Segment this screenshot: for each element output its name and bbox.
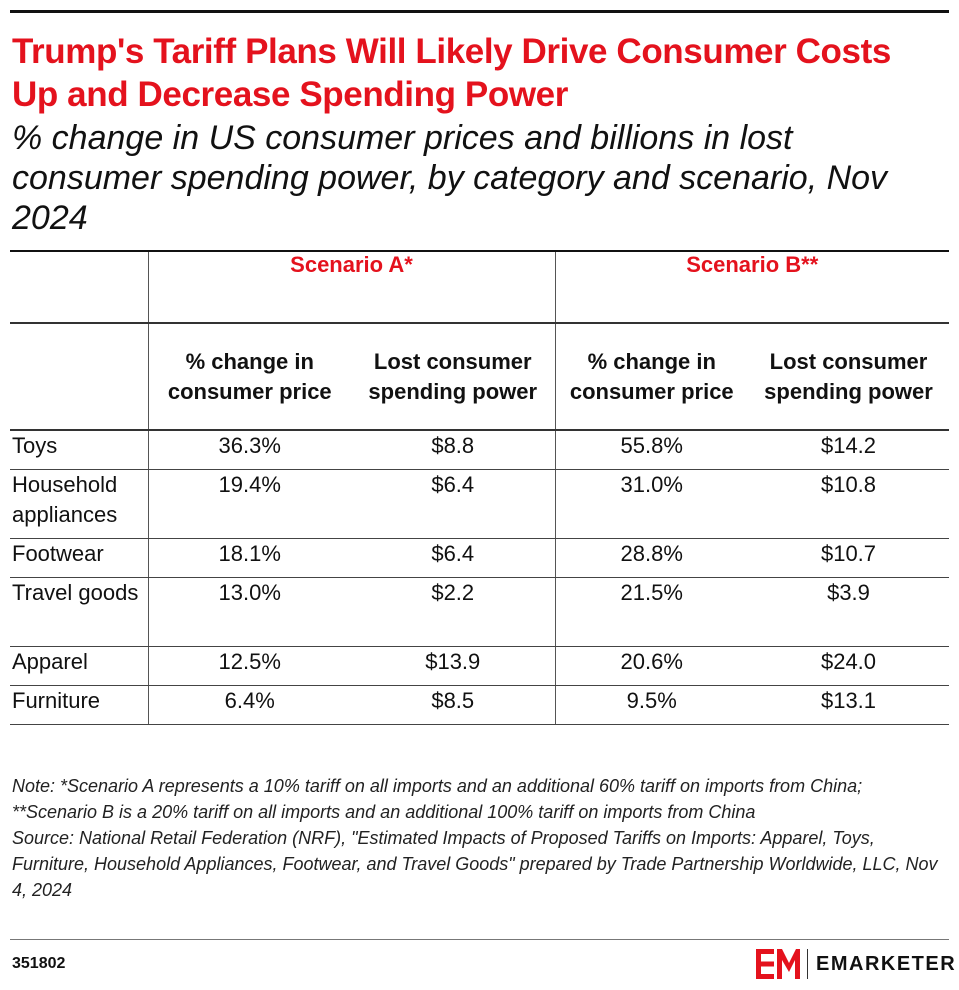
table-row: Apparel 12.5% $13.9 20.6% $24.0: [10, 646, 949, 686]
column-header-row: % change in consumer price Lost consumer…: [10, 323, 949, 431]
source-text: Source: National Retail Federation (NRF)…: [12, 828, 938, 900]
footer-rule: [10, 939, 949, 940]
table-row: Footwear 18.1% $6.4 28.8% $10.7: [10, 538, 949, 578]
empty-header-cell: [10, 252, 148, 324]
b-price-change-cell: 9.5%: [554, 685, 748, 725]
b-price-change-cell: 55.8%: [554, 430, 748, 470]
a-lost-spending-cell: $2.2: [351, 577, 555, 647]
a-price-change-cell: 13.0%: [147, 577, 351, 647]
table-row: Furniture 6.4% $8.5 9.5% $13.1: [10, 685, 949, 725]
category-cell: Household appliances: [10, 469, 148, 539]
b-price-change-cell: 21.5%: [554, 577, 748, 647]
scenario-header-row: Scenario A* Scenario B**: [10, 252, 949, 324]
table-top-rule: [10, 250, 949, 252]
column-header-b-price: % change in consumer price: [554, 323, 748, 431]
table-row: Household appliances 19.4% $6.4 31.0% $1…: [10, 469, 949, 539]
b-lost-spending-cell: $10.7: [748, 538, 949, 578]
note-text: Note: *Scenario A represents a 10% tarif…: [12, 776, 863, 822]
column-header-a-price: % change in consumer price: [147, 323, 351, 431]
table-row: Toys 36.3% $8.8 55.8% $14.2: [10, 430, 949, 470]
a-lost-spending-cell: $6.4: [351, 538, 555, 578]
a-price-change-cell: 6.4%: [147, 685, 351, 725]
table-row: Travel goods 13.0% $2.2 21.5% $3.9: [10, 577, 949, 647]
a-lost-spending-cell: $6.4: [351, 469, 555, 539]
brand-name: EMARKETER: [816, 952, 957, 975]
em-logo-icon: [756, 949, 800, 979]
category-cell: Toys: [10, 430, 148, 470]
b-lost-spending-cell: $13.1: [748, 685, 949, 725]
a-price-change-cell: 19.4%: [147, 469, 351, 539]
category-cell: Travel goods: [10, 577, 148, 647]
column-header-a-spending: Lost consumer spending power: [351, 323, 555, 431]
category-cell: Apparel: [10, 646, 148, 686]
b-price-change-cell: 28.8%: [554, 538, 748, 578]
b-lost-spending-cell: $10.8: [748, 469, 949, 539]
a-lost-spending-cell: $8.5: [351, 685, 555, 725]
emarketer-logo: EMARKETER: [756, 947, 956, 981]
top-rule: [10, 10, 949, 13]
category-cell: Footwear: [10, 538, 148, 578]
chart-title: Trump's Tariff Plans Will Likely Drive C…: [12, 32, 891, 114]
footnotes: Note: *Scenario A represents a 10% tarif…: [12, 773, 952, 903]
a-lost-spending-cell: $8.8: [351, 430, 555, 470]
a-price-change-cell: 12.5%: [147, 646, 351, 686]
scenario-b-header: Scenario B**: [554, 252, 949, 324]
b-price-change-cell: 20.6%: [554, 646, 748, 686]
a-lost-spending-cell: $13.9: [351, 646, 555, 686]
a-price-change-cell: 18.1%: [147, 538, 351, 578]
empty-header-cell: [10, 323, 148, 431]
b-price-change-cell: 31.0%: [554, 469, 748, 539]
logo-separator: [807, 949, 808, 979]
data-table: Scenario A* Scenario B** % change in con…: [10, 252, 949, 725]
a-price-change-cell: 36.3%: [147, 430, 351, 470]
scenario-a-header: Scenario A*: [147, 252, 555, 324]
chart-id: 351802: [12, 955, 66, 972]
b-lost-spending-cell: $24.0: [748, 646, 949, 686]
category-cell: Furniture: [10, 685, 148, 725]
b-lost-spending-cell: $14.2: [748, 430, 949, 470]
b-lost-spending-cell: $3.9: [748, 577, 949, 647]
column-header-b-spending: Lost consumer spending power: [748, 323, 949, 431]
chart-subtitle: % change in US consumer prices and billi…: [12, 119, 888, 237]
